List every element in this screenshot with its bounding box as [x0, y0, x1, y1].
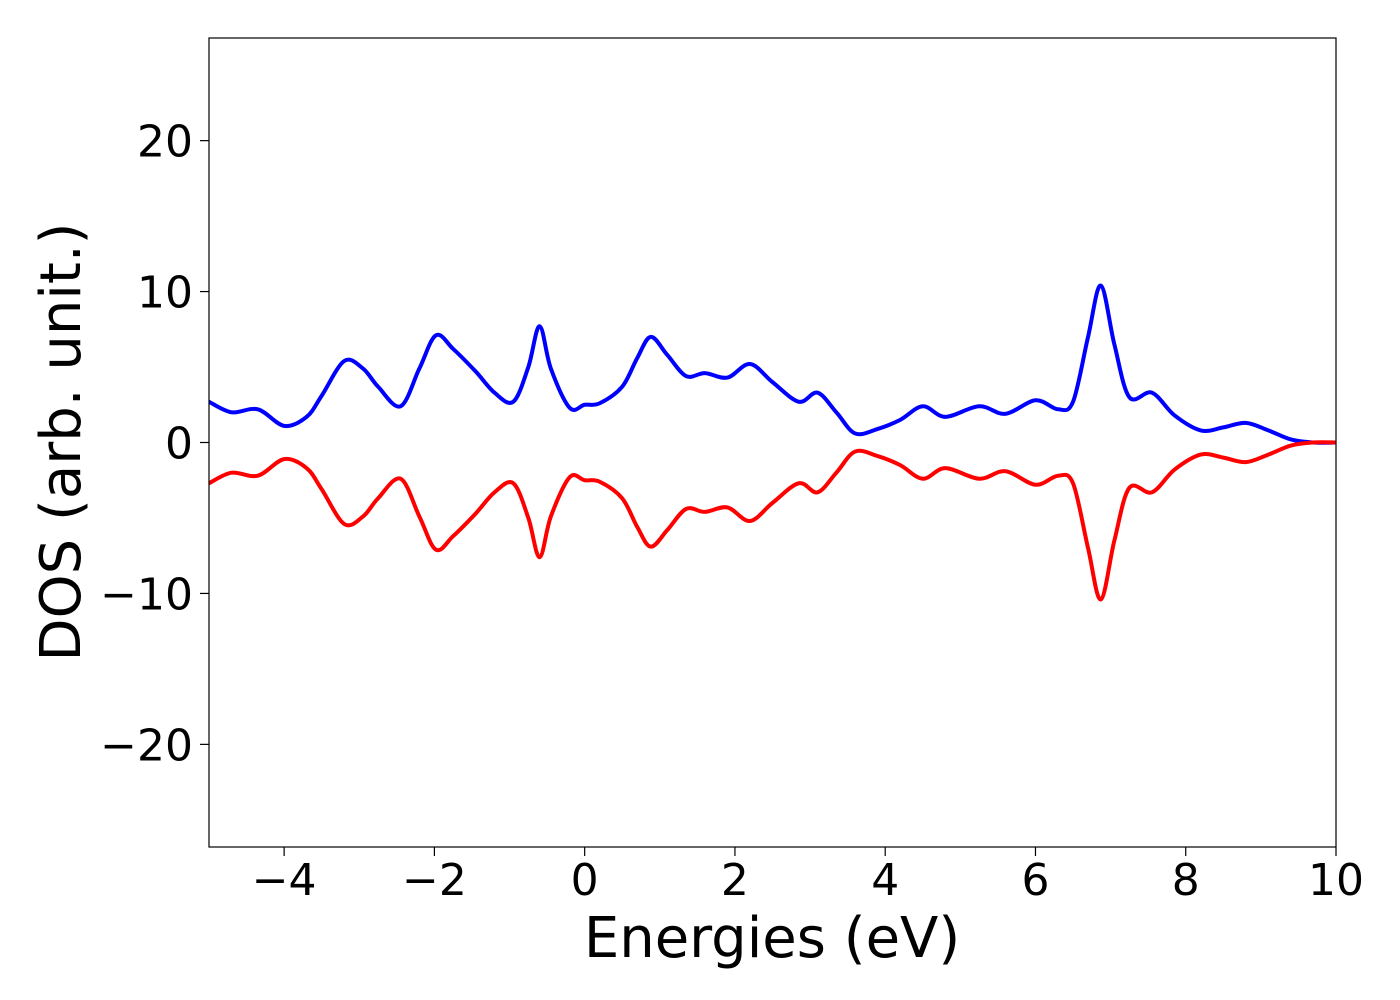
x-tick-label: 10	[1308, 855, 1364, 906]
plot-frame	[208, 37, 1337, 848]
series-layer	[209, 283, 1336, 602]
x-tick-label: −2	[402, 855, 467, 906]
x-tick-label: 0	[571, 855, 599, 906]
y-tick-label: 20	[137, 117, 193, 168]
series-line-2	[209, 440, 1336, 602]
y-tick-label: −10	[100, 569, 193, 620]
series-line-1	[209, 283, 1336, 445]
x-tick-label: 6	[1021, 855, 1049, 906]
y-axis-label: DOS (arb. unit.)	[29, 222, 94, 661]
x-tick-label: −4	[252, 855, 317, 906]
y-tick-label: 10	[137, 268, 193, 319]
x-axis-label: Energies (eV)	[584, 906, 960, 971]
y-tick-label: 0	[165, 419, 193, 470]
x-tick-label: 4	[871, 855, 899, 906]
x-tick-label: 2	[721, 855, 749, 906]
y-tick-label: −20	[100, 720, 193, 771]
x-tick-label: 8	[1172, 855, 1200, 906]
